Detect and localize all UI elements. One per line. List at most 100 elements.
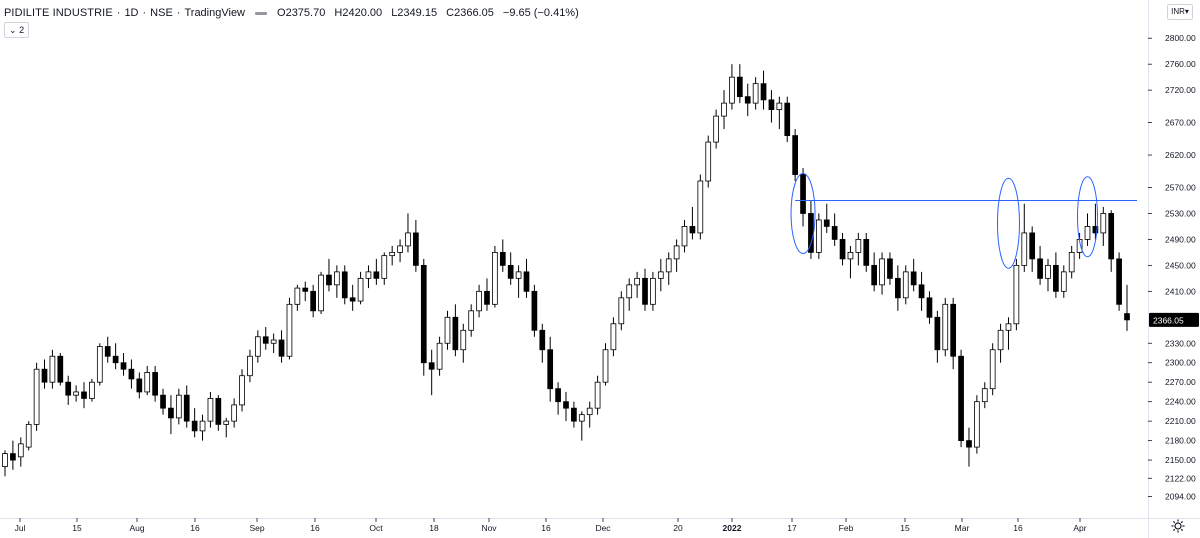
candle-body xyxy=(239,375,245,406)
candle-body xyxy=(1092,226,1099,234)
candle-body xyxy=(768,99,775,111)
candle-body xyxy=(1045,264,1051,279)
candle-body xyxy=(365,271,372,279)
currency-selector[interactable]: INR▾ xyxy=(1167,4,1193,20)
x-tick-label: 20 xyxy=(673,523,683,533)
candle-body xyxy=(428,362,435,370)
candle-body xyxy=(681,226,688,247)
y-tick-label: 2330.00 xyxy=(1165,338,1196,348)
candle-body xyxy=(831,226,838,240)
candle-body xyxy=(902,271,909,299)
candle-body xyxy=(776,102,783,111)
x-tick-label: 17 xyxy=(787,523,797,533)
exchange-label: NSE xyxy=(150,7,173,19)
highlight-ellipse xyxy=(996,177,1020,269)
candle-body xyxy=(484,290,490,305)
highlight-ellipse xyxy=(1076,176,1098,258)
last-price-tag xyxy=(1149,312,1199,327)
candle-body xyxy=(895,277,901,299)
candle-body xyxy=(879,258,885,286)
candle-body xyxy=(223,420,230,425)
candle-body xyxy=(934,316,941,351)
x-tick-label: Feb xyxy=(839,523,854,533)
candle-body xyxy=(168,407,174,419)
x-tick-label: 15 xyxy=(900,523,910,533)
candle-body xyxy=(634,277,640,286)
candle-body xyxy=(744,96,751,104)
chart-header: PIDILITE INDUSTRIE · 1D · NSE · TradingV… xyxy=(4,4,579,22)
y-tick-label: 2300.00 xyxy=(1165,358,1196,368)
candle-body xyxy=(531,290,538,331)
candle-body xyxy=(33,368,40,425)
candle-body xyxy=(254,336,261,357)
candle-body xyxy=(602,349,609,383)
y-tick-label: 2094.00 xyxy=(1165,491,1196,501)
x-tick-label: 16 xyxy=(1013,523,1023,533)
candle-body xyxy=(887,258,893,279)
candle-body xyxy=(1116,258,1122,305)
candle-body xyxy=(729,76,735,104)
open-value: O2375.70 xyxy=(277,7,326,19)
candle-body xyxy=(989,349,996,390)
candle-body xyxy=(792,135,798,175)
candle-body xyxy=(515,271,522,279)
x-tick-label: Mar xyxy=(955,523,970,533)
chevron-down-icon: ▾ xyxy=(1184,7,1189,16)
candle-body xyxy=(815,219,822,253)
y-tick-label: 2530.00 xyxy=(1165,208,1196,218)
candle-body xyxy=(823,219,830,227)
candle-body xyxy=(413,232,419,266)
candle-body xyxy=(689,226,696,234)
candle-body xyxy=(231,404,237,422)
y-tick-label: 2270.00 xyxy=(1165,377,1196,387)
candle-body xyxy=(650,277,656,305)
y-tick-label: 2150.00 xyxy=(1165,455,1196,465)
candle-body xyxy=(420,264,427,364)
candle-body xyxy=(294,287,301,305)
candle-body xyxy=(618,297,625,325)
candle-body xyxy=(89,381,95,399)
candle-body xyxy=(357,277,364,302)
candle-body xyxy=(96,346,103,383)
y-tick-label: 2620.00 xyxy=(1165,150,1196,160)
candle-body xyxy=(278,339,285,357)
candle-body xyxy=(855,239,862,253)
candle-body xyxy=(120,362,127,370)
gear-icon[interactable] xyxy=(1170,518,1186,534)
candle-body xyxy=(926,297,933,318)
interval-label[interactable]: 1D xyxy=(124,7,139,19)
x-tick-label: 16 xyxy=(541,523,551,533)
collapse-indicators-button[interactable]: ⌄ 2 xyxy=(4,22,30,38)
candle-body xyxy=(705,141,712,182)
candle-body xyxy=(476,290,482,312)
candle-body xyxy=(673,245,680,260)
x-tick-label: 15 xyxy=(72,523,82,533)
candle-body xyxy=(25,423,32,448)
y-tick-label: 2410.00 xyxy=(1165,286,1196,296)
x-tick-label: Oct xyxy=(369,523,383,533)
candle-body xyxy=(997,329,1004,351)
candle-body xyxy=(563,401,569,409)
candle-body xyxy=(736,76,743,98)
candle-body xyxy=(966,440,972,448)
x-tick-label: 16 xyxy=(310,523,320,533)
candle-body xyxy=(112,355,119,364)
candle-body xyxy=(183,394,190,422)
candle-body xyxy=(1084,226,1091,240)
y-tick-label: 2180.00 xyxy=(1165,436,1196,446)
currency-label: INR xyxy=(1171,7,1185,16)
candle-body xyxy=(981,388,988,403)
candle-body xyxy=(610,323,617,351)
candle-body xyxy=(800,174,806,214)
candle-body xyxy=(713,115,719,143)
candle-body xyxy=(397,245,403,253)
candle-body xyxy=(594,381,601,409)
candle-body xyxy=(808,213,814,253)
y-tick-label: 2240.00 xyxy=(1165,397,1196,407)
candle-body xyxy=(1005,323,1012,331)
symbol-name[interactable]: PIDILITE INDUSTRIE xyxy=(4,7,113,19)
minimize-toggle-icon[interactable] xyxy=(255,11,268,15)
x-tick-label: Aug xyxy=(129,523,144,533)
high-value: H2420.00 xyxy=(334,7,383,19)
